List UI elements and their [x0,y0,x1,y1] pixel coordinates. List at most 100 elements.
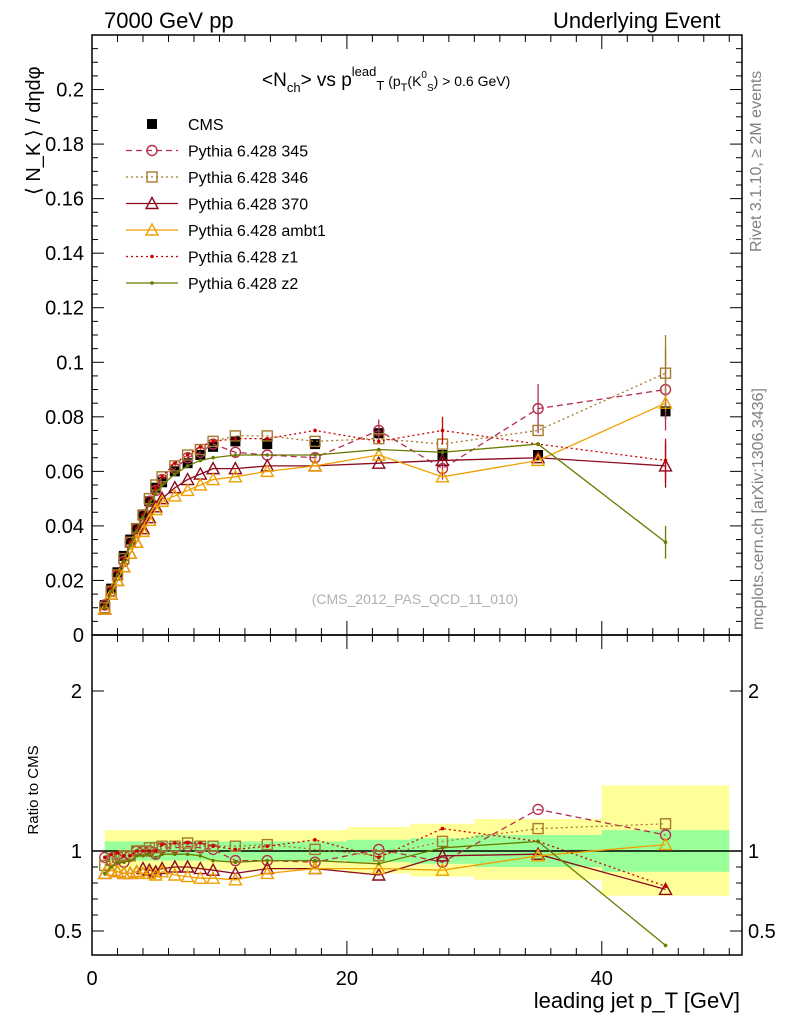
point-pythia-6-428-346 [169,460,181,472]
ratio-point-pythia-6-428-z1 [211,844,215,848]
ratio-point-pythia-6-428-z2 [115,860,120,864]
point-pythia-6-428-ambt1 [148,502,163,516]
ratio-point-pythia-6-428-370 [228,865,243,880]
chart-title-part: 0 [421,70,427,81]
ratio-point-pythia-6-428-z2 [141,854,145,858]
point-pythia-6-428-370 [142,510,157,524]
point-pythia-6-428-ambt1 [167,488,183,502]
ratio-point-pythia-6-428-370 [435,848,450,862]
rivet-label: Rivet 3.1.10, ≥ 2M events [748,70,765,252]
ratio-point-pythia-6-428-ambt1 [530,848,546,862]
ratio-point-pythia-6-428-345 [436,856,449,868]
point-pythia-6-428-370 [154,491,170,505]
ratio-point-pythia-6-428-z1 [160,842,164,847]
ratio-y-tick-label: 1 [71,841,82,863]
chart-title-part: T [401,82,408,94]
y-tick-label: 0 [73,625,84,647]
watermark: (CMS_2012_PAS_QCD_11_010) [312,591,519,607]
point-pythia-6-428-z2 [141,515,145,520]
ratio-y-tick-label-right: 1 [748,841,759,863]
point-pythia-6-428-z1 [663,458,668,463]
point-pythia-6-428-346 [532,424,544,437]
y-tick-label: 0.16 [45,189,84,211]
point-pythia-6-428-370 [435,452,450,467]
point-pythia-6-428-370 [371,455,386,469]
ratio-point-pythia-6-428-346 [207,840,219,852]
point-pythia-6-428-z2 [173,472,177,476]
chart-title-part: (p [384,73,401,89]
point-pythia-6-428-ambt1 [97,601,112,615]
legend-marker [150,281,154,285]
y-tick-label: 0.04 [45,516,84,538]
ratio-point-pythia-6-428-346 [659,818,672,830]
series-line-pythia-6-428-z1 [104,429,666,606]
ratio-point-pythia-6-428-ambt1 [260,865,275,880]
point-pythia-6-428-z2 [440,450,445,455]
point-pythia-6-428-z2 [102,605,107,610]
point-pythia-6-428-z2 [198,458,203,463]
point-pythia-6-428-345 [532,402,544,415]
ratio-point-pythia-6-428-z1 [440,826,445,831]
ratio-point-pythia-6-428-345 [99,851,111,864]
ratio-point-pythia-6-428-ambt1 [129,864,144,878]
ratio-line-pythia-6-428-ambt1 [104,843,666,881]
ratio-point-pythia-6-428-ambt1 [371,861,386,875]
ratio-point-pythia-6-428-ambt1 [180,869,195,883]
point-pythia-6-428-370 [167,480,183,494]
legend-marker [146,144,158,157]
point-pythia-6-428-ambt1 [129,534,144,548]
point-pythia-6-428-z2 [185,464,190,468]
legend-marker [150,254,154,259]
ratio-point-pythia-6-428-z2 [128,858,133,863]
point-pythia-6-428-z2 [313,453,317,457]
ratio-point-pythia-6-428-370 [371,867,386,881]
y-tick-label: 0.02 [45,570,84,592]
ratio-point-pythia-6-428-z2 [376,862,381,866]
ratio-point-pythia-6-428-z1 [663,884,668,888]
ratio-point-pythia-6-428-ambt1 [142,865,157,880]
y-tick-label: 0.12 [45,298,84,320]
ratio-point-pythia-6-428-z2 [440,846,445,850]
y-tick-label: 0.18 [45,134,84,156]
point-pythia-6-428-z1 [185,453,190,457]
chart-title-part: lead [352,64,377,79]
ratio-point-pythia-6-428-370 [205,862,221,876]
point-pythia-6-428-z2 [233,453,238,457]
point-pythia-6-428-z2 [536,442,540,446]
ratio-point-pythia-6-428-370 [154,861,170,875]
y-tick-label: 0.06 [45,461,84,483]
ratio-point-pythia-6-428-ambt1 [97,865,112,880]
ratio-y-tick-label-right: 0.5 [748,921,776,943]
ratio-point-pythia-6-428-370 [167,859,183,873]
ratio-point-pythia-6-428-z1 [185,841,190,845]
point-pythia-6-428-370 [228,461,243,475]
ratio-point-pythia-6-428-z2 [198,854,203,858]
legend-marker [144,196,160,210]
point-pythia-6-428-z1 [173,461,177,465]
ratio-point-pythia-6-428-ambt1 [167,867,183,881]
point-pythia-6-428-ambt1 [154,493,170,508]
ratio-point-pythia-6-428-ambt1 [110,864,125,878]
chart-title: <Nch> vs pleadT (pT(K0S) > 0.6 GeV) [262,64,510,95]
ratio-point-pythia-6-428-z2 [102,871,107,876]
point-pythia-6-428-ambt1 [103,586,119,600]
ratio-line-pythia-6-428-345 [104,808,666,863]
chart-title-part: > vs p [301,70,352,91]
point-pythia-6-428-346 [309,435,321,448]
point-pythia-6-428-z1 [198,445,203,449]
point-pythia-6-428-ambt1 [205,472,221,486]
ratio-point-pythia-6-428-346 [156,840,168,852]
point-pythia-6-428-346 [229,430,242,442]
point-pythia-6-428-z1 [265,436,270,441]
point-pythia-6-428-z2 [134,529,139,534]
ratio-point-pythia-6-428-z2 [536,839,540,844]
point-pythia-6-428-ambt1 [193,477,208,491]
point-pythia-6-428-z2 [153,491,158,495]
ratio-point-pythia-6-428-ambt1 [658,837,673,851]
ratio-point-pythia-6-428-ambt1 [205,870,221,884]
x-tick-label: 0 [86,968,97,990]
ratio-point-pythia-6-428-z2 [265,858,270,863]
point-pythia-6-428-370 [530,450,546,464]
point-pythia-6-428-345 [373,424,385,437]
point-pythia-6-428-ambt1 [307,458,323,472]
